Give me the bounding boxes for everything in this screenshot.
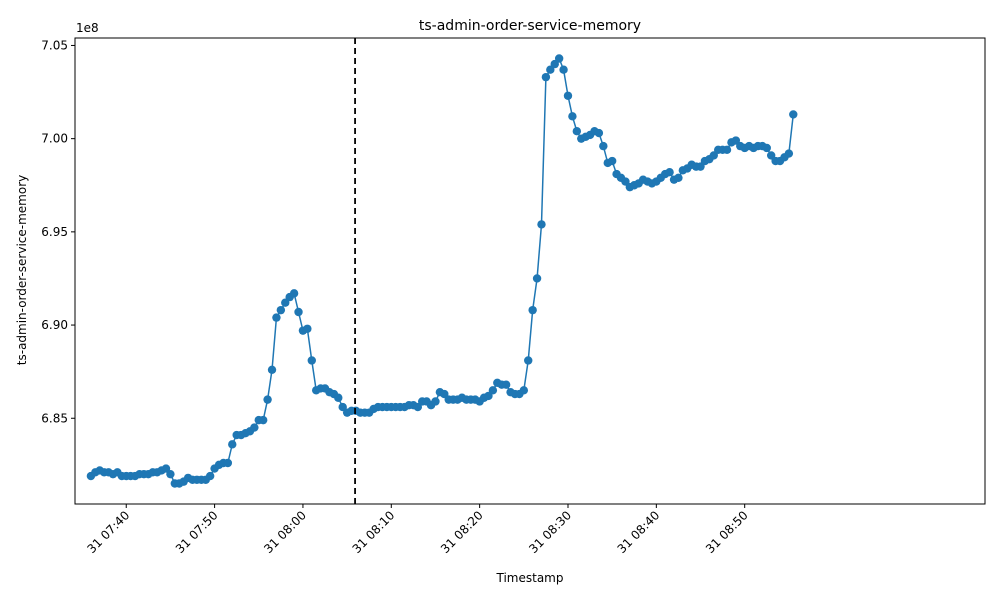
data-point [762,143,771,153]
x-tick-label: 31 08:50 [703,508,751,556]
data-point [784,149,794,158]
data-point [258,415,268,425]
data-point [289,289,299,298]
data-point [524,356,533,365]
data-point [488,386,498,395]
plot-area [86,38,798,504]
data-point [563,91,573,100]
data-point [263,395,272,404]
data-point [568,112,577,121]
data-point [334,393,343,402]
x-tick-label: 31 08:10 [350,508,398,556]
data-point [532,274,542,283]
y-axis-ticks: 6.85 6.90 6.95 7.00 7.05 [41,38,75,425]
data-point [789,110,798,119]
y-tick-label: 7.05 [41,38,68,52]
data-point [554,54,564,63]
y-offset-label: 1e8 [76,21,99,35]
data-point [431,397,440,406]
plot-frame [74,37,986,505]
data-point [250,423,259,432]
data-point [541,72,551,82]
x-tick-label: 31 08:40 [615,508,663,556]
data-point [607,156,617,166]
data-point [599,141,608,151]
data-point [166,469,175,479]
data-point [501,380,511,389]
data-point [294,307,303,317]
y-axis-label: ts-admin-order-service-memory [15,175,29,365]
y-tick-label: 6.85 [41,411,68,425]
data-point [228,440,237,449]
data-point [223,458,233,468]
x-axis-label: Timestamp [496,571,564,585]
x-tick-label: 31 08:30 [526,508,574,556]
data-point [267,365,277,374]
x-axis-ticks: 31 07:40 31 07:50 31 08:00 31 08:10 31 08:20… [85,504,751,556]
data-point [272,313,281,322]
y-tick-label: 7.00 [41,132,68,146]
data-point [307,356,316,365]
data-point [537,220,546,229]
data-point [559,65,568,74]
data-point [528,305,537,315]
data-point [205,471,215,481]
x-tick-label: 31 08:20 [438,508,486,556]
series-line [90,57,795,485]
data-point [674,173,683,182]
x-tick-label: 31 07:40 [85,508,133,556]
data-point [303,324,312,333]
chart-title: ts-admin-order-service-memory [419,18,641,34]
data-point [276,305,286,315]
data-point [572,127,582,136]
data-point [594,128,604,138]
y-tick-label: 6.90 [41,318,68,332]
data-point [519,386,529,395]
y-tick-label: 6.95 [41,225,68,239]
x-tick-label: 31 07:50 [173,508,221,556]
x-tick-label: 31 08:00 [261,508,309,556]
data-point [665,168,674,177]
data-point [722,145,732,155]
